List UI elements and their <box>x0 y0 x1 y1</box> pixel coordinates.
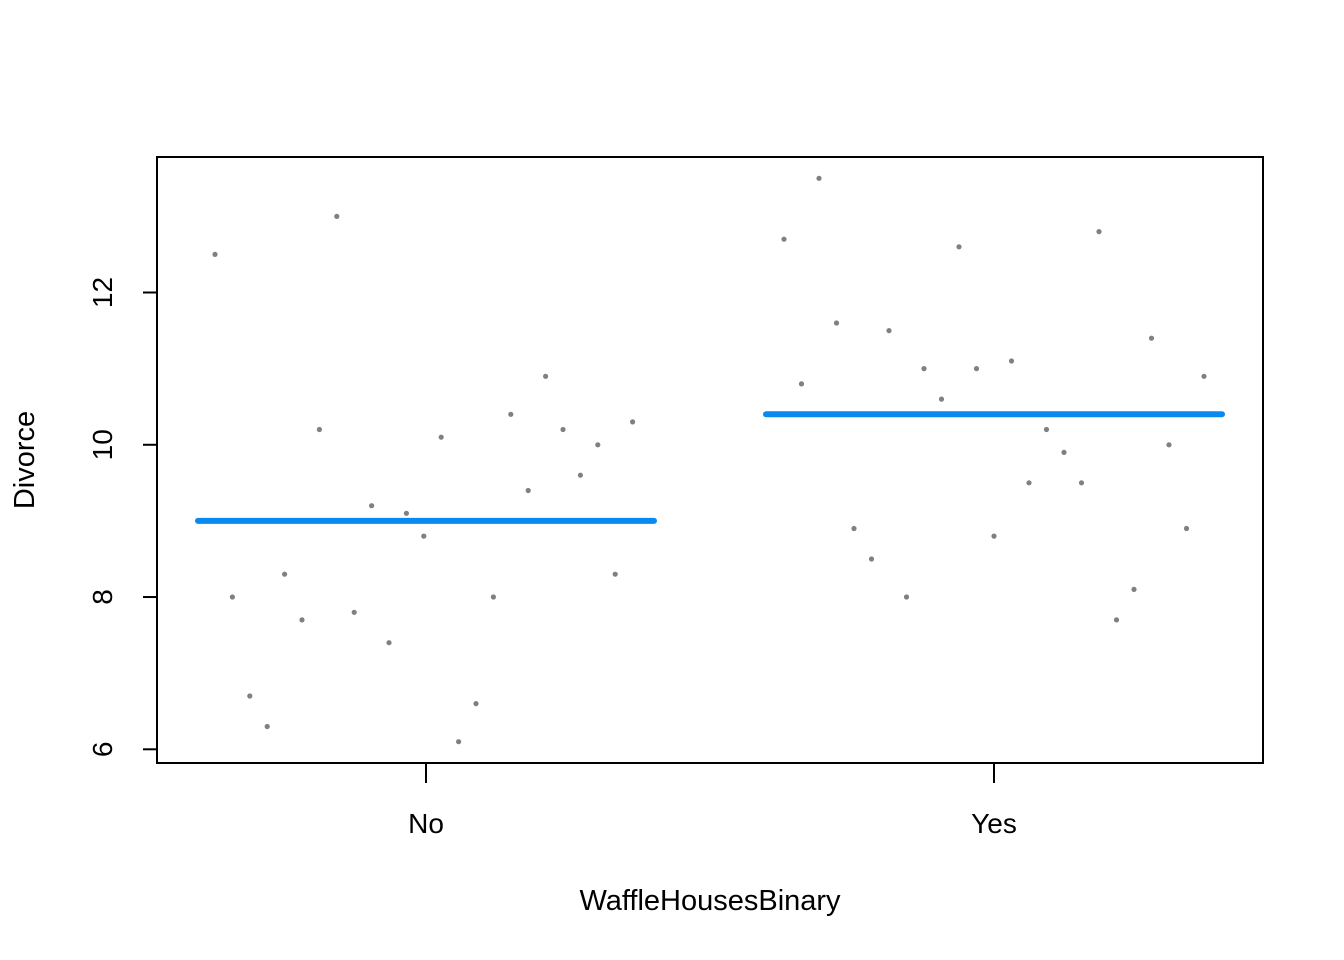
data-point-no-8 <box>334 213 340 219</box>
data-point-no-19 <box>525 487 531 494</box>
data-point-no-25 <box>630 419 636 425</box>
data-point-no-16 <box>473 701 479 707</box>
data-point-yes-21 <box>1131 586 1137 593</box>
data-point-yes-19 <box>1096 229 1102 235</box>
data-point-no-2 <box>229 594 235 600</box>
data-point-yes-10 <box>938 396 945 402</box>
y-tick-label-8: 8 <box>87 589 118 605</box>
data-point-yes-1 <box>781 236 787 242</box>
y-axis-title: Divorce <box>9 411 41 509</box>
plot-area-frame <box>156 156 1264 764</box>
data-points <box>212 175 1207 745</box>
data-point-no-17 <box>490 594 496 600</box>
data-point-yes-2 <box>798 381 805 387</box>
data-point-no-21 <box>560 426 566 433</box>
data-point-no-13 <box>421 533 427 539</box>
data-point-no-20 <box>543 373 549 379</box>
y-axis: 6 8 10 12 <box>87 277 157 757</box>
data-point-yes-13 <box>991 533 997 539</box>
data-point-no-23 <box>595 442 601 448</box>
x-axis: No Yes <box>408 763 1017 839</box>
data-point-no-12 <box>403 510 409 516</box>
data-point-yes-11 <box>956 244 962 250</box>
data-point-yes-9 <box>921 366 927 372</box>
data-point-yes-6 <box>868 556 875 562</box>
data-point-yes-5 <box>851 525 857 532</box>
data-point-no-6 <box>299 617 305 623</box>
y-tick-label-10: 10 <box>87 429 118 460</box>
data-point-no-18 <box>508 411 514 417</box>
x-tick-label-yes: Yes <box>971 808 1017 839</box>
data-point-yes-20 <box>1113 617 1120 623</box>
y-tick-label-6: 6 <box>87 742 118 758</box>
data-point-yes-16 <box>1043 426 1050 433</box>
data-point-yes-23 <box>1166 442 1172 448</box>
data-point-yes-18 <box>1078 480 1085 486</box>
data-point-no-3 <box>247 693 253 699</box>
data-point-no-4 <box>264 723 270 730</box>
mean-lines <box>195 411 1225 524</box>
data-point-no-14 <box>438 434 444 440</box>
data-point-yes-12 <box>973 366 980 372</box>
x-tick-label-no: No <box>408 808 444 839</box>
y-tick-label-12: 12 <box>87 277 118 308</box>
data-point-yes-25 <box>1201 373 1207 379</box>
data-point-no-1 <box>212 251 218 257</box>
data-point-yes-3 <box>816 175 822 181</box>
data-point-yes-24 <box>1183 525 1190 532</box>
data-point-no-24 <box>612 571 618 577</box>
data-point-yes-14 <box>1008 358 1015 364</box>
data-point-yes-22 <box>1148 335 1155 341</box>
data-point-yes-7 <box>886 328 892 334</box>
data-point-no-22 <box>577 472 584 478</box>
data-point-no-5 <box>282 571 288 577</box>
data-point-yes-15 <box>1026 480 1032 486</box>
data-point-yes-8 <box>903 594 910 600</box>
data-point-no-10 <box>369 503 375 509</box>
data-point-yes-17 <box>1061 449 1067 455</box>
x-axis-title: WaffleHousesBinary <box>579 885 841 917</box>
data-point-yes-4 <box>833 320 840 326</box>
data-point-no-11 <box>386 640 392 646</box>
data-point-no-15 <box>456 739 462 745</box>
data-point-no-9 <box>351 609 357 615</box>
data-point-no-7 <box>316 426 322 433</box>
